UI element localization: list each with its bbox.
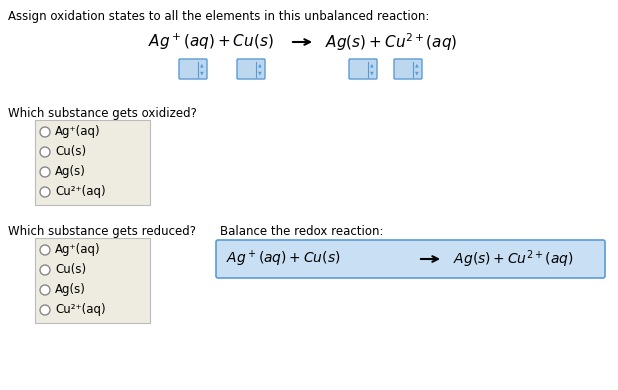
Text: ▲: ▲ (200, 62, 204, 67)
Text: $Ag^+(aq) + Cu(s)$: $Ag^+(aq) + Cu(s)$ (148, 32, 274, 52)
FancyBboxPatch shape (216, 240, 605, 278)
FancyBboxPatch shape (349, 59, 377, 79)
Text: Assign oxidation states to all the elements in this unbalanced reaction:: Assign oxidation states to all the eleme… (8, 10, 430, 23)
Text: Ag⁺(aq): Ag⁺(aq) (55, 126, 101, 138)
Circle shape (40, 127, 50, 137)
Circle shape (40, 147, 50, 157)
Text: $Ag^+(aq) + Cu(s)$: $Ag^+(aq) + Cu(s)$ (226, 249, 341, 269)
Circle shape (40, 167, 50, 177)
Text: ▲: ▲ (370, 62, 374, 67)
Text: Balance the redox reaction:: Balance the redox reaction: (220, 225, 384, 238)
Text: Cu²⁺(aq): Cu²⁺(aq) (55, 186, 106, 199)
Bar (35, 120, 150, 205)
Text: Ag(s): Ag(s) (55, 165, 86, 179)
Text: Ag⁺(aq): Ag⁺(aq) (55, 243, 101, 257)
Text: Cu(s): Cu(s) (55, 264, 86, 277)
Text: ▼: ▼ (258, 71, 261, 75)
Circle shape (40, 305, 50, 315)
Circle shape (40, 245, 50, 255)
Text: Which substance gets oxidized?: Which substance gets oxidized? (8, 107, 197, 120)
FancyBboxPatch shape (394, 59, 422, 79)
Text: ▼: ▼ (370, 71, 374, 75)
Text: Which substance gets reduced?: Which substance gets reduced? (8, 225, 196, 238)
Text: Ag(s): Ag(s) (55, 284, 86, 296)
Text: Cu(s): Cu(s) (55, 145, 86, 158)
Text: ▼: ▼ (415, 71, 419, 75)
Circle shape (40, 285, 50, 295)
Bar (35, 238, 150, 323)
FancyBboxPatch shape (237, 59, 265, 79)
Text: $Ag(s) + Cu^{2+}(aq)$: $Ag(s) + Cu^{2+}(aq)$ (325, 31, 457, 53)
Text: Cu²⁺(aq): Cu²⁺(aq) (55, 303, 106, 317)
Text: ▲: ▲ (258, 62, 261, 67)
Circle shape (40, 265, 50, 275)
Text: ▼: ▼ (200, 71, 204, 75)
FancyBboxPatch shape (179, 59, 207, 79)
Circle shape (40, 187, 50, 197)
Text: $Ag(s) + Cu^{2+}(aq)$: $Ag(s) + Cu^{2+}(aq)$ (453, 248, 574, 270)
Text: ▲: ▲ (415, 62, 419, 67)
